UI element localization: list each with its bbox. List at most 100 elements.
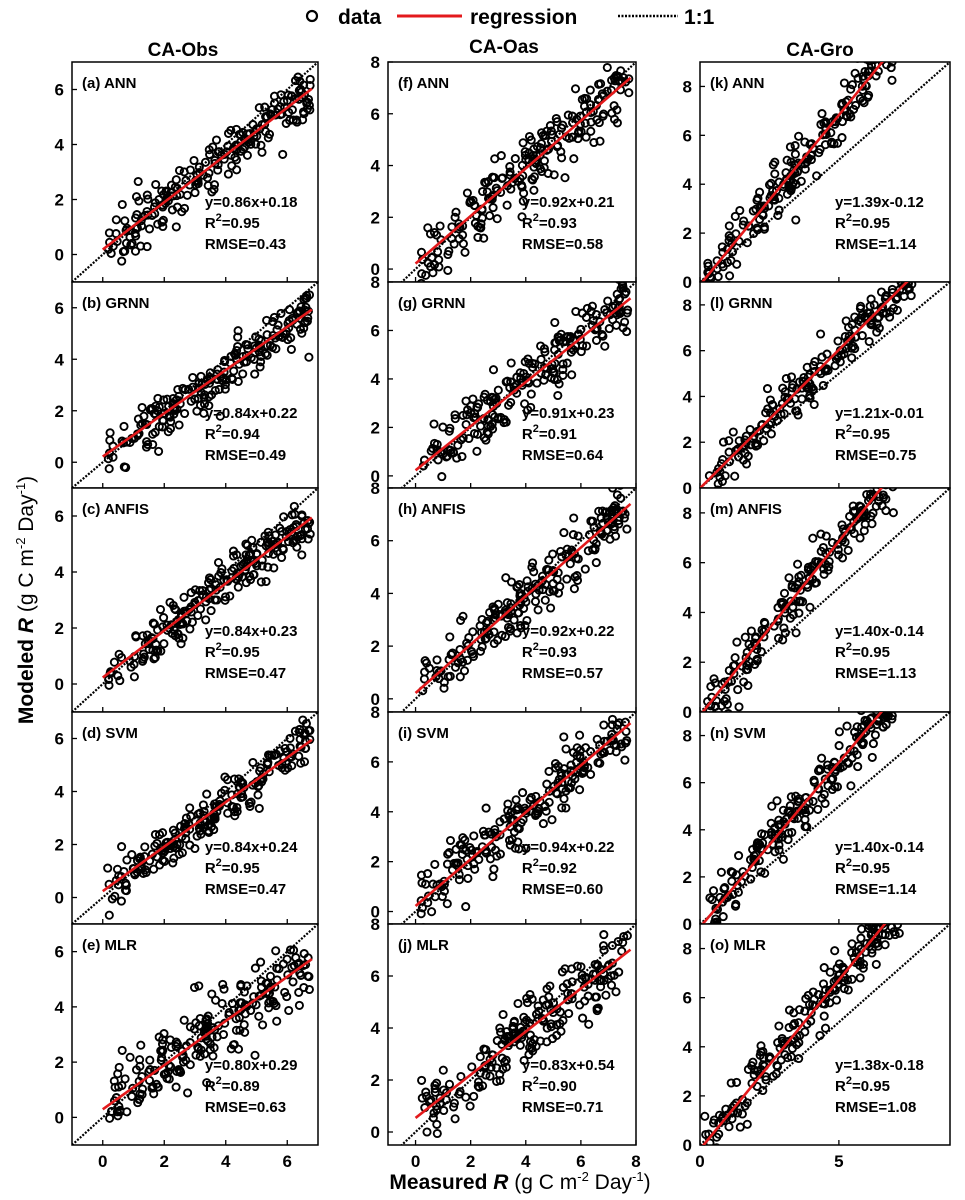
data-point — [287, 105, 297, 115]
data-point — [288, 977, 298, 987]
data-point — [203, 1011, 213, 1021]
y-tick-label: 4 — [683, 387, 693, 406]
data-point — [290, 726, 300, 736]
data-point — [445, 671, 455, 681]
plot-area — [72, 282, 318, 488]
data-point — [293, 72, 303, 82]
data-point — [534, 804, 544, 814]
data-point — [580, 564, 590, 574]
data-point — [884, 930, 894, 940]
data-point — [254, 1011, 264, 1021]
regression-equation: y=0.80x+0.29 — [205, 1057, 298, 1074]
data-point — [179, 592, 189, 602]
data-point — [286, 344, 296, 354]
y-tick-label: 4 — [55, 136, 65, 155]
data-point — [597, 89, 607, 99]
data-point — [586, 117, 596, 127]
data-point — [821, 531, 831, 541]
data-point — [844, 322, 854, 332]
data-point — [876, 488, 883, 490]
data-point — [467, 1062, 477, 1072]
data-point — [578, 767, 588, 777]
r-squared: R2=0.93 — [522, 212, 577, 232]
data-point — [111, 215, 121, 225]
data-point — [462, 655, 472, 665]
data-point — [198, 590, 208, 600]
data-point — [501, 377, 511, 387]
data-point — [472, 429, 483, 439]
data-point — [867, 62, 872, 63]
data-point — [416, 278, 426, 282]
data-point — [458, 433, 468, 443]
data-point — [294, 1000, 304, 1010]
data-point — [818, 380, 828, 391]
y-tick-label: 0 — [55, 889, 64, 908]
data-point — [533, 605, 543, 615]
data-point — [479, 233, 489, 243]
data-point — [294, 987, 304, 997]
data-point — [557, 784, 567, 794]
data-point — [871, 712, 881, 716]
data-point — [214, 571, 224, 581]
data-point — [719, 696, 730, 706]
data-point — [514, 579, 524, 590]
data-point — [809, 775, 819, 785]
panel-label: (a) ANN — [82, 75, 136, 92]
data-point — [111, 229, 121, 239]
data-point — [743, 664, 753, 675]
data-point — [480, 177, 490, 187]
y-tick-label: 0 — [55, 675, 64, 694]
data-point — [256, 763, 266, 773]
data-point — [832, 138, 843, 148]
data-point — [872, 50, 879, 57]
data-point — [585, 85, 595, 95]
plot-area — [700, 282, 950, 488]
data-point — [888, 25, 895, 32]
data-point — [614, 76, 625, 86]
data-point — [166, 1062, 176, 1072]
data-point — [127, 238, 137, 248]
data-point — [283, 90, 293, 100]
data-point — [439, 1085, 449, 1095]
data-point — [705, 893, 715, 903]
data-point — [158, 221, 168, 232]
data-point — [256, 976, 266, 986]
data-point — [800, 137, 810, 147]
data-point — [728, 427, 738, 437]
data-point — [465, 1101, 475, 1111]
data-point — [859, 526, 869, 536]
data-point — [804, 383, 814, 394]
data-point — [484, 415, 494, 425]
data-point — [580, 118, 590, 128]
data-point — [744, 221, 754, 231]
data-point — [223, 169, 233, 179]
data-point — [470, 218, 480, 228]
y-tick-label: 4 — [371, 1019, 381, 1038]
data-point — [277, 526, 287, 536]
data-point — [516, 373, 526, 383]
data-point — [501, 1055, 511, 1065]
data-point — [788, 380, 798, 390]
data-point — [505, 167, 515, 177]
data-point — [151, 179, 161, 190]
data-point — [523, 582, 533, 592]
data-point — [817, 793, 827, 803]
data-point — [105, 428, 115, 438]
data-point — [168, 858, 178, 868]
data-point — [576, 126, 586, 137]
data-point — [581, 743, 591, 753]
data-point — [552, 117, 562, 127]
data-point — [228, 551, 239, 561]
data-point — [278, 149, 288, 159]
data-point — [428, 1113, 438, 1123]
data-point — [303, 971, 313, 981]
data-point — [547, 815, 557, 825]
data-point — [578, 1013, 588, 1023]
data-point — [125, 1052, 135, 1062]
data-point — [770, 169, 780, 179]
data-point — [806, 1016, 816, 1026]
